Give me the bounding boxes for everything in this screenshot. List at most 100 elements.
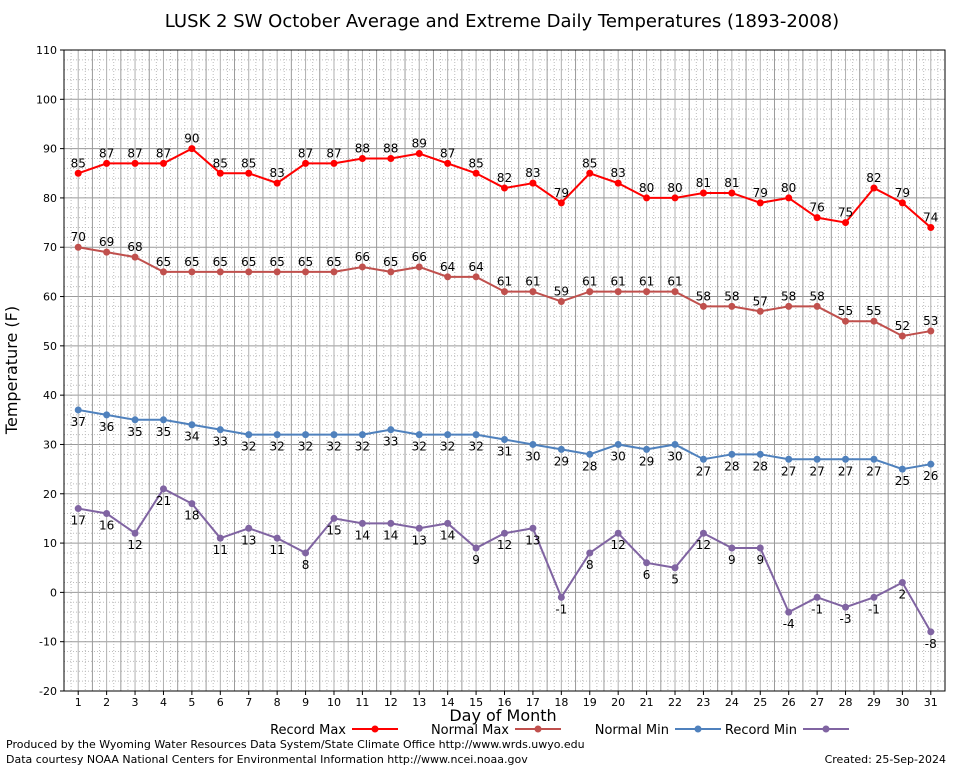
data-label: 2 xyxy=(899,588,907,602)
data-point xyxy=(898,332,906,340)
data-point xyxy=(302,549,310,557)
x-tick-label: 6 xyxy=(217,696,224,709)
data-point xyxy=(216,426,224,434)
x-tick-label: 24 xyxy=(725,696,739,709)
data-point xyxy=(813,302,821,310)
x-tick-label: 20 xyxy=(611,696,625,709)
data-label: 30 xyxy=(611,449,626,463)
x-tick-label: 19 xyxy=(583,696,597,709)
x-tick-label: 1 xyxy=(75,696,82,709)
data-point xyxy=(358,154,366,162)
x-tick-label: 10 xyxy=(327,696,341,709)
data-point xyxy=(188,421,196,429)
data-point xyxy=(785,455,793,463)
series-record-min: 17 16 12 21 18 11 13 11 8 15 14 14 13 14 9 12 13 -1 8 12 6 5 1… xyxy=(71,485,937,651)
x-tick-label: 30 xyxy=(895,696,909,709)
data-label: 12 xyxy=(696,538,711,552)
legend-item: Normal Min xyxy=(595,723,721,738)
data-label: 33 xyxy=(383,435,398,449)
data-label: 12 xyxy=(497,538,512,552)
data-label: 81 xyxy=(696,176,711,190)
data-point xyxy=(74,406,82,414)
major-grid xyxy=(63,49,946,692)
data-label: 29 xyxy=(639,454,654,468)
data-label: 61 xyxy=(639,275,654,289)
data-label: 81 xyxy=(724,176,739,190)
data-point xyxy=(358,519,366,527)
data-label: -8 xyxy=(925,637,937,651)
data-label: 21 xyxy=(156,494,171,508)
data-label: 65 xyxy=(213,255,228,269)
chart-title: LUSK 2 SW October Average and Extreme Da… xyxy=(165,11,839,32)
y-tick-label: -20 xyxy=(39,685,57,698)
data-label: 34 xyxy=(184,430,199,444)
data-point xyxy=(557,445,565,453)
data-point xyxy=(387,426,395,434)
data-label: 61 xyxy=(525,275,540,289)
y-tick-label: 80 xyxy=(43,192,57,205)
data-point xyxy=(643,445,651,453)
data-label: 27 xyxy=(696,464,711,478)
data-point xyxy=(870,184,878,192)
data-label: 12 xyxy=(611,538,626,552)
data-label: 13 xyxy=(241,533,256,547)
data-point xyxy=(273,534,281,542)
data-point xyxy=(103,509,111,517)
data-label: 14 xyxy=(440,528,455,542)
data-label: 27 xyxy=(781,464,796,478)
x-tick-label: 28 xyxy=(839,696,853,709)
y-tick-label: 60 xyxy=(43,291,57,304)
data-point xyxy=(216,268,224,276)
y-tick-label: 0 xyxy=(50,586,57,599)
data-point xyxy=(557,297,565,305)
data-label: 52 xyxy=(895,319,910,333)
data-label: 55 xyxy=(866,304,881,318)
x-tick-label: 23 xyxy=(696,696,710,709)
x-tick-label: 2 xyxy=(103,696,110,709)
data-label: 76 xyxy=(809,201,824,215)
data-label: 87 xyxy=(127,146,142,160)
legend-marker xyxy=(694,725,702,733)
data-label: 15 xyxy=(326,523,341,537)
x-tick-label: 13 xyxy=(412,696,426,709)
x-axis-label: Day of Month xyxy=(449,706,556,725)
data-point xyxy=(557,593,565,601)
data-point xyxy=(415,524,423,532)
data-label: 14 xyxy=(355,528,370,542)
x-tick-label: 21 xyxy=(640,696,654,709)
data-point xyxy=(586,288,594,296)
data-point xyxy=(501,529,508,537)
footer-data-courtesy: Data courtesy NOAA National Centers for … xyxy=(6,753,528,766)
data-label: 64 xyxy=(468,260,483,274)
data-label: 61 xyxy=(611,275,626,289)
data-label: 79 xyxy=(895,186,910,200)
data-label: 26 xyxy=(923,469,938,483)
data-point xyxy=(103,159,111,167)
data-point xyxy=(188,500,196,508)
data-label: 85 xyxy=(71,156,86,170)
data-point xyxy=(756,199,764,207)
data-point xyxy=(273,431,281,439)
data-label: 30 xyxy=(667,449,682,463)
data-label: 74 xyxy=(923,211,938,225)
y-axis-label: Temperature (F) xyxy=(2,306,21,435)
y-tick-label: 100 xyxy=(36,93,57,106)
data-label: 79 xyxy=(753,186,768,200)
data-label: 66 xyxy=(355,250,370,264)
y-tick-label: 30 xyxy=(43,438,57,451)
data-point xyxy=(387,268,395,276)
x-tick-label: 4 xyxy=(160,696,167,709)
y-tick-label: 90 xyxy=(43,143,57,156)
data-label: 65 xyxy=(270,255,285,269)
data-point xyxy=(671,288,679,296)
series-record-max: 85 87 87 87 90 85 85 83 87 87 88 88 89 87 85 82 83 79 85 83… xyxy=(71,132,938,232)
data-label: 65 xyxy=(184,255,199,269)
data-point xyxy=(586,549,594,557)
data-label: 87 xyxy=(326,146,341,160)
legend-label: Normal Max xyxy=(431,723,509,738)
data-label: 31 xyxy=(497,445,512,459)
data-label: 36 xyxy=(99,420,114,434)
data-point xyxy=(529,440,537,448)
data-label: 65 xyxy=(326,255,341,269)
